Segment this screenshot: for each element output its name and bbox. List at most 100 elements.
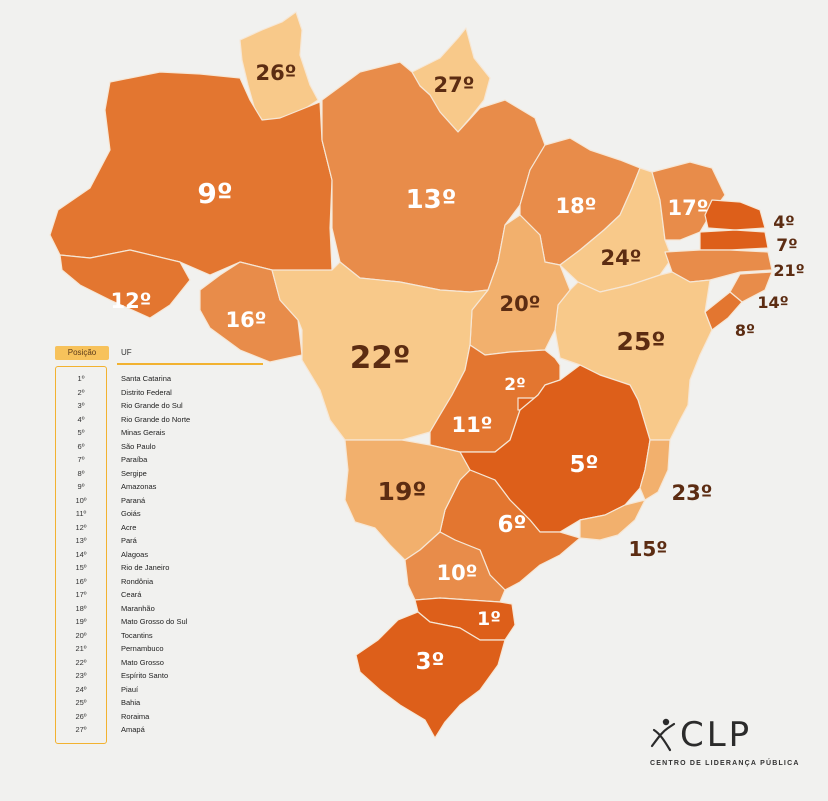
legend-header-divider — [117, 363, 263, 365]
legend-row-state: Distrito Federal — [121, 387, 172, 397]
legend-row: 26º Roraima — [55, 710, 275, 724]
label-ma: 18º — [555, 194, 596, 218]
legend-row-state: Pará — [121, 536, 137, 545]
legend-row-position: 8º — [77, 468, 85, 478]
legend-row: 13º Pará — [55, 534, 275, 548]
state-rio-grande-do-sul — [355, 611, 506, 739]
legend-row: 21º Pernambuco — [55, 642, 275, 656]
legend-row-position: 20º — [75, 630, 87, 640]
label-pe: 21º — [773, 261, 804, 280]
legend-row-state: Minas Gerais — [121, 428, 166, 437]
label-sp: 6º — [498, 512, 527, 538]
label-ms: 19º — [378, 477, 427, 506]
legend-row-position: 1º — [77, 374, 85, 383]
legend-row-position: 9º — [77, 482, 85, 491]
legend-row-position: 18º — [75, 603, 87, 613]
label-pr: 10º — [436, 561, 477, 585]
legend-row-state: São Paulo — [121, 441, 156, 451]
legend-row-position: 5º — [77, 428, 85, 437]
label-am: 9º — [197, 177, 232, 210]
label-rn: 4º — [773, 213, 794, 233]
state-sergipe — [704, 291, 743, 331]
legend-row-position: 23º — [75, 671, 87, 680]
clp-logo-subtitle: CENTRO DE LIDERANÇA PÚBLICA — [650, 760, 800, 767]
legend-row-position: 2º — [77, 387, 85, 397]
label-rr: 26º — [255, 61, 296, 85]
legend-row: 4º Rio Grande do Norte — [55, 413, 275, 427]
state-acre — [59, 249, 191, 319]
label-ce: 17º — [667, 196, 708, 220]
legend-row-state: Espírito Santo — [121, 671, 169, 680]
legend-row-position: 19º — [75, 617, 87, 626]
legend-row: 12º Acre — [55, 521, 275, 535]
legend-row-position: 7º — [77, 455, 85, 464]
legend-row: 8º Sergipe — [55, 467, 275, 481]
state-alagoas — [729, 271, 773, 303]
label-ap: 27º — [433, 73, 474, 97]
legend-row: 5º Minas Gerais — [55, 426, 275, 440]
legend-row-position: 25º — [75, 698, 87, 707]
legend-row-position: 22º — [75, 657, 87, 667]
label-go: 11º — [451, 413, 492, 437]
legend-row-position: 15º — [75, 563, 87, 572]
legend-row-position: 6º — [77, 441, 85, 451]
state-roraima — [239, 11, 319, 129]
legend-row-position: 13º — [75, 536, 87, 545]
clp-logo: CLP CENTRO DE LIDERANÇA PÚBLICA — [640, 716, 800, 776]
label-ba: 25º — [617, 327, 666, 356]
legend-row-state: Alagoas — [121, 549, 149, 559]
label-ac: 12º — [110, 289, 151, 313]
legend-rows: 1º Santa Catarina 2º Distrito Federal 3º Rio … — [55, 372, 275, 737]
legend-row: 1º Santa Catarina — [55, 372, 275, 386]
label-df: 2º — [504, 375, 525, 395]
legend-header-position: Posição — [55, 346, 109, 360]
legend-row-state: Goiás — [121, 509, 141, 518]
state-paraiba — [699, 229, 769, 251]
legend-row-state: Paraíba — [121, 455, 148, 464]
legend-row-position: 3º — [77, 401, 85, 410]
legend-row-state: Piauí — [121, 684, 139, 694]
legend-row-state: Pernambuco — [121, 644, 164, 653]
legend-row: 27º Amapá — [55, 723, 275, 737]
legend-row: 22º Mato Grosso — [55, 656, 275, 670]
state-rio-de-janeiro — [579, 499, 646, 541]
legend-row-state: Paraná — [121, 495, 146, 505]
legend-row: 10º Paraná — [55, 494, 275, 508]
legend-row-state: Roraima — [121, 711, 150, 721]
label-al: 14º — [757, 293, 788, 312]
legend-row-state: Rio Grande do Sul — [121, 401, 183, 410]
label-pa: 13º — [406, 185, 457, 215]
legend-row: 23º Espírito Santo — [55, 669, 275, 683]
legend-row: 11º Goiás — [55, 507, 275, 521]
legend-row-position: 10º — [75, 495, 87, 505]
label-rs: 3º — [416, 649, 445, 675]
legend-row: 19º Mato Grosso do Sul — [55, 615, 275, 629]
label-es: 23º — [671, 481, 712, 505]
label-mg: 5º — [570, 452, 599, 478]
state-bahia — [554, 271, 713, 441]
legend-row-state: Rio Grande do Norte — [121, 414, 191, 424]
legend-row-state: Sergipe — [121, 468, 147, 478]
legend-header-uf: UF — [121, 348, 132, 357]
legend-row-position: 11º — [75, 509, 87, 518]
legend-row-position: 14º — [75, 549, 87, 559]
state-rio-grande-do-norte — [704, 199, 766, 231]
legend-row: 9º Amazonas — [55, 480, 275, 494]
legend-row: 15º Rio de Janeiro — [55, 561, 275, 575]
legend-row: 16º Rondônia — [55, 575, 275, 589]
label-pi: 24º — [600, 246, 641, 270]
label-to: 20º — [499, 292, 540, 316]
legend-row-state: Mato Grosso do Sul — [121, 617, 188, 626]
state-minas-gerais — [459, 364, 651, 533]
legend-row-state: Mato Grosso — [121, 657, 164, 667]
legend-row: 24º Piauí — [55, 683, 275, 697]
legend-header: Posição UF — [55, 346, 263, 366]
clp-logo-text: CLP — [680, 715, 753, 755]
legend-row-state: Amapá — [121, 725, 145, 734]
label-ro: 16º — [225, 308, 266, 332]
legend-row: 25º Bahia — [55, 696, 275, 710]
legend-row: 18º Maranhão — [55, 602, 275, 616]
legend-row-position: 27º — [75, 725, 87, 734]
legend-row-position: 4º — [77, 414, 85, 424]
clp-logo-mark-icon — [650, 718, 676, 752]
